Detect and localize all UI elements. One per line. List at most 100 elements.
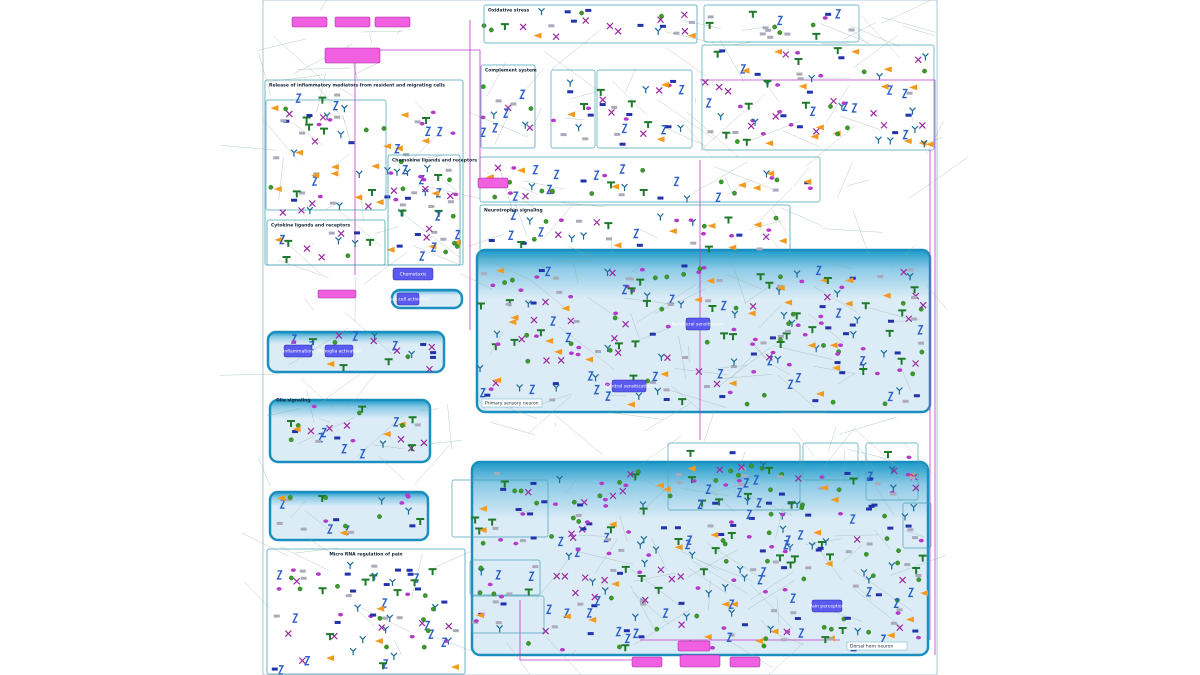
receptor <box>320 127 329 135</box>
ion-channel <box>762 233 770 241</box>
receptor <box>627 100 636 108</box>
gene <box>909 476 916 480</box>
connector <box>792 427 814 456</box>
ion-channel <box>914 56 922 64</box>
protein <box>335 583 340 589</box>
receptor <box>422 116 431 124</box>
ligand <box>775 83 781 87</box>
output-box <box>291 16 328 28</box>
connector <box>479 256 533 281</box>
gene <box>334 93 341 97</box>
protein <box>640 167 646 173</box>
receptor <box>282 255 291 263</box>
connector <box>363 252 407 285</box>
protein <box>863 551 869 557</box>
connector <box>776 596 780 625</box>
antibody <box>390 652 398 660</box>
antibody <box>640 535 648 544</box>
protein <box>381 126 387 131</box>
ion-channel <box>552 33 560 41</box>
compound <box>530 536 537 540</box>
receptor <box>318 96 327 104</box>
protein <box>534 500 539 506</box>
protein <box>861 69 867 75</box>
ligand <box>626 530 632 534</box>
receptor <box>631 473 640 481</box>
receptor <box>826 553 835 561</box>
compound <box>825 326 832 330</box>
ion-channel <box>655 86 663 94</box>
ion-channel <box>421 185 429 193</box>
receptor <box>794 57 803 65</box>
enzyme <box>274 236 283 243</box>
ligand <box>513 541 519 546</box>
protein <box>510 277 515 283</box>
channel <box>587 371 594 381</box>
protein <box>836 487 842 493</box>
receptor <box>378 662 387 670</box>
connector <box>910 109 913 122</box>
connector <box>730 41 753 46</box>
enzyme <box>920 590 929 597</box>
enzyme <box>882 292 891 299</box>
channel <box>720 300 727 311</box>
output-box <box>374 16 411 28</box>
antibody <box>359 635 367 644</box>
gene <box>890 621 897 625</box>
gene <box>732 130 739 134</box>
compound <box>765 501 772 505</box>
channel <box>715 192 722 203</box>
connector <box>575 550 633 565</box>
ligand <box>838 511 844 516</box>
ligand <box>430 110 436 115</box>
ion-channel <box>899 576 906 584</box>
protein <box>713 478 719 483</box>
channel <box>887 391 894 402</box>
channel <box>279 234 286 245</box>
receptor <box>776 340 785 348</box>
enzyme <box>737 182 746 189</box>
panel <box>266 219 386 266</box>
gene <box>704 385 711 389</box>
ion-channel <box>737 463 745 471</box>
protein <box>652 275 658 281</box>
ligand <box>603 504 609 508</box>
compound <box>636 243 643 247</box>
ligand <box>785 629 791 634</box>
enzyme <box>533 32 542 39</box>
receptor <box>708 305 717 313</box>
ligand <box>350 438 356 443</box>
antibody <box>378 497 386 505</box>
ligand <box>623 483 629 488</box>
connector <box>578 535 607 537</box>
receptor <box>286 419 295 427</box>
ligand <box>701 265 707 270</box>
protein <box>866 629 871 635</box>
gene <box>560 133 567 137</box>
ligand <box>695 586 701 590</box>
receptor <box>722 131 731 139</box>
connector <box>758 74 780 103</box>
protein <box>835 131 840 137</box>
gene <box>505 302 512 306</box>
channel <box>537 227 545 237</box>
channel <box>532 164 539 175</box>
compound <box>844 616 851 620</box>
protein <box>443 249 448 255</box>
connector <box>893 488 901 500</box>
connector <box>793 167 810 187</box>
protein <box>694 613 700 619</box>
antibody <box>780 311 788 320</box>
protein <box>761 392 767 398</box>
channel <box>381 598 388 608</box>
protein <box>539 188 545 194</box>
connector <box>775 506 784 539</box>
receptor <box>393 589 402 597</box>
compound <box>617 571 624 575</box>
channel <box>424 126 432 136</box>
antibody <box>779 525 787 533</box>
gene <box>890 492 897 496</box>
gene <box>918 341 925 345</box>
gene <box>874 482 881 486</box>
connector <box>573 260 579 284</box>
